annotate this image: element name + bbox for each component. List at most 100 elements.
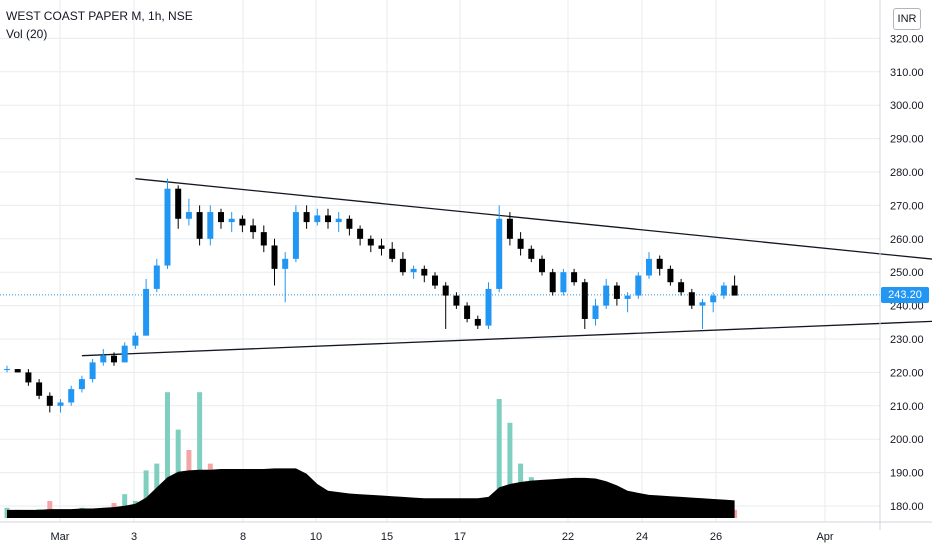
candle-body xyxy=(624,295,631,299)
price-tick-label: 310.00 xyxy=(890,67,924,79)
volume-indicator-label: Vol (20) xyxy=(6,27,48,41)
price-tick-label: 180.00 xyxy=(890,501,924,513)
price-tick-label: 280.00 xyxy=(890,167,924,179)
candle-body xyxy=(292,212,299,259)
candle-body xyxy=(646,258,652,276)
candle-body xyxy=(4,369,10,371)
price-tick-label: 270.00 xyxy=(890,200,924,212)
candle-body xyxy=(496,218,503,289)
candle-body xyxy=(517,238,524,249)
candle-body xyxy=(218,212,224,223)
candle-body xyxy=(731,285,738,296)
price-tick-label: 230.00 xyxy=(890,334,924,346)
time-tick-label: 24 xyxy=(636,531,648,543)
candle-body xyxy=(667,268,674,283)
candle-body xyxy=(78,379,85,390)
time-tick-label: 15 xyxy=(381,531,393,543)
time-tick-label: 26 xyxy=(710,531,722,543)
candle-body xyxy=(335,218,342,223)
candle-body xyxy=(560,272,567,293)
candle-body xyxy=(410,268,417,273)
price-tick-label: 220.00 xyxy=(890,367,924,379)
price-axis[interactable]: 180.00 190.00 200.00 210.00 220.00 230.00 240.… xyxy=(879,0,924,530)
candle-body xyxy=(143,288,150,336)
price-tick-label: 190.00 xyxy=(890,468,924,480)
candle-body xyxy=(485,288,492,326)
time-tick-label: Apr xyxy=(816,531,833,543)
candle-body xyxy=(314,215,321,223)
candle-body xyxy=(635,275,642,296)
candle-body xyxy=(100,355,107,363)
candle-body xyxy=(46,395,53,406)
time-tick-label: 22 xyxy=(562,531,574,543)
candle-body xyxy=(592,305,599,319)
candles xyxy=(4,178,738,413)
price-tick-label: 290.00 xyxy=(890,134,924,146)
candle-body xyxy=(175,188,182,219)
candle-body xyxy=(656,258,663,269)
candle-body xyxy=(25,372,32,383)
candle-body xyxy=(271,245,278,269)
candle-body xyxy=(250,225,257,233)
candle-body xyxy=(303,212,310,223)
candle-body xyxy=(389,248,396,259)
time-tick-label: Mar xyxy=(51,531,70,543)
time-tick-label: 8 xyxy=(240,531,246,543)
candle-body xyxy=(699,302,706,306)
candle-body xyxy=(357,228,364,239)
price-tick-label: 250.00 xyxy=(890,267,924,279)
candle-body xyxy=(207,212,214,239)
time-tick-label: 17 xyxy=(454,531,466,543)
candle-body xyxy=(68,389,75,403)
price-tick-label: 300.00 xyxy=(890,100,924,112)
candle-body xyxy=(678,282,685,293)
candle-body xyxy=(603,285,610,306)
candle-body xyxy=(260,232,267,246)
candle-body xyxy=(399,258,406,273)
volume-ma-area xyxy=(7,468,735,518)
currency-unit-button[interactable]: INR xyxy=(893,8,921,30)
grid-lines xyxy=(0,0,880,522)
trendline[interactable] xyxy=(81,307,932,357)
time-axis[interactable]: Mar 3 8 10 15 17 22 24 26 Apr xyxy=(0,521,932,543)
candle-body xyxy=(325,215,331,223)
volume-bar xyxy=(496,399,502,518)
candle-body xyxy=(506,218,513,239)
candle-body xyxy=(539,258,545,273)
candle-body xyxy=(710,295,717,303)
candle-body xyxy=(442,285,449,296)
candle-body xyxy=(282,258,289,269)
candle-body xyxy=(121,345,128,363)
candle-body xyxy=(528,248,535,259)
candle-body xyxy=(367,238,374,246)
candle-body xyxy=(378,245,385,249)
trendlines[interactable] xyxy=(81,178,932,357)
candle-body xyxy=(57,402,64,406)
volume-bar xyxy=(143,470,149,518)
candle-body xyxy=(346,218,353,229)
price-tick-label: 240.00 xyxy=(890,301,924,313)
volume-bar xyxy=(197,392,203,518)
candle-body xyxy=(153,265,160,289)
candle-body xyxy=(239,218,246,226)
candle-body xyxy=(89,362,96,380)
candle-body xyxy=(164,188,171,266)
price-tick-label: 200.00 xyxy=(890,434,924,446)
candle-body xyxy=(613,285,620,299)
candle-body xyxy=(720,285,727,296)
candle-body xyxy=(111,355,117,363)
candle-body xyxy=(464,305,471,319)
price-tick-label: 320.00 xyxy=(890,33,924,45)
candle-body xyxy=(36,382,43,396)
candle-body xyxy=(185,212,192,219)
candle-body xyxy=(571,272,578,283)
candle-body xyxy=(132,335,139,346)
trendline[interactable] xyxy=(135,178,932,295)
candle-body xyxy=(453,295,460,306)
volume-bar xyxy=(507,422,513,518)
time-tick-label: 10 xyxy=(310,531,322,543)
candle-body xyxy=(228,218,235,223)
candle-body xyxy=(549,272,556,293)
candle-body xyxy=(196,212,203,239)
